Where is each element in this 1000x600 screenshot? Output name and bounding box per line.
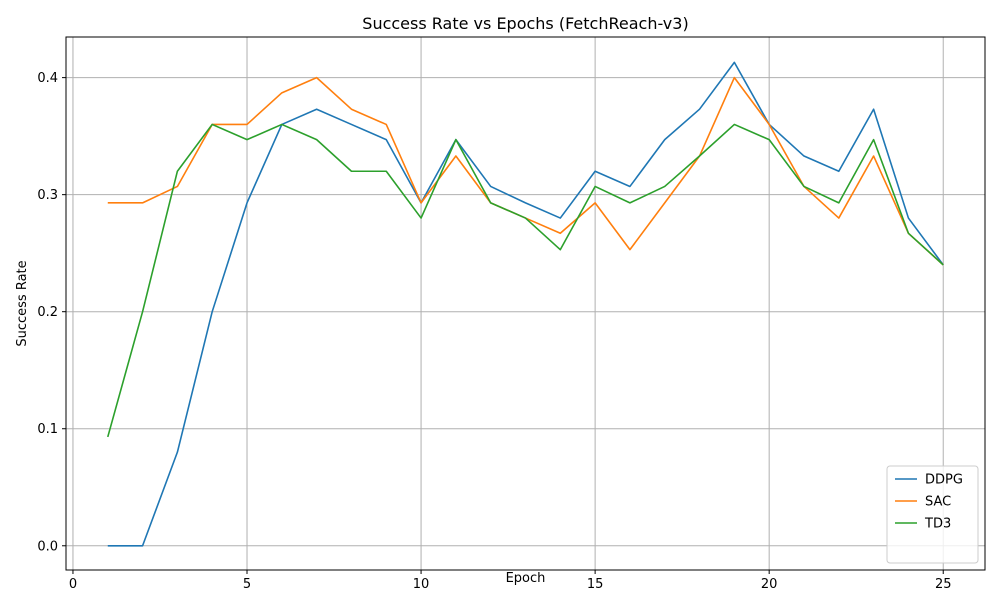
y-tick-label: 0.0 [37,539,58,554]
x-tick-label: 10 [413,577,430,592]
legend: DDPG SAC TD3 [886,465,979,564]
legend-label-ddpg: DDPG [925,473,963,488]
legend-label-sac: SAC [925,495,951,510]
legend-label-td3: TD3 [924,517,951,532]
x-axis-title: Epoch [506,571,546,586]
x-tick-label: 5 [243,577,251,592]
legend-box [886,465,979,564]
y-tick-label: 0.2 [37,305,58,320]
x-tick-label: 20 [761,577,778,592]
series-line-ddpg [107,61,944,547]
plot-background [66,37,985,570]
series-line-td3 [106,123,944,438]
plot-frame [65,36,986,571]
axis-ticks: 0 5 10 15 20 25 0.0 0.1 0.2 0.3 0.4 [37,71,951,592]
x-tick-label: 15 [587,577,604,592]
y-tick-label: 0.3 [37,188,58,203]
x-tick-label: 25 [935,577,952,592]
y-tick-label: 0.1 [37,422,58,437]
series-lines [106,61,944,547]
grid-lines [66,37,985,570]
chart-title: Success Rate vs Epochs (FetchReach-v3) [362,14,688,33]
x-tick-label: 0 [69,577,77,592]
y-tick-label: 0.4 [37,71,58,86]
y-axis-title: Success Rate [15,260,30,346]
